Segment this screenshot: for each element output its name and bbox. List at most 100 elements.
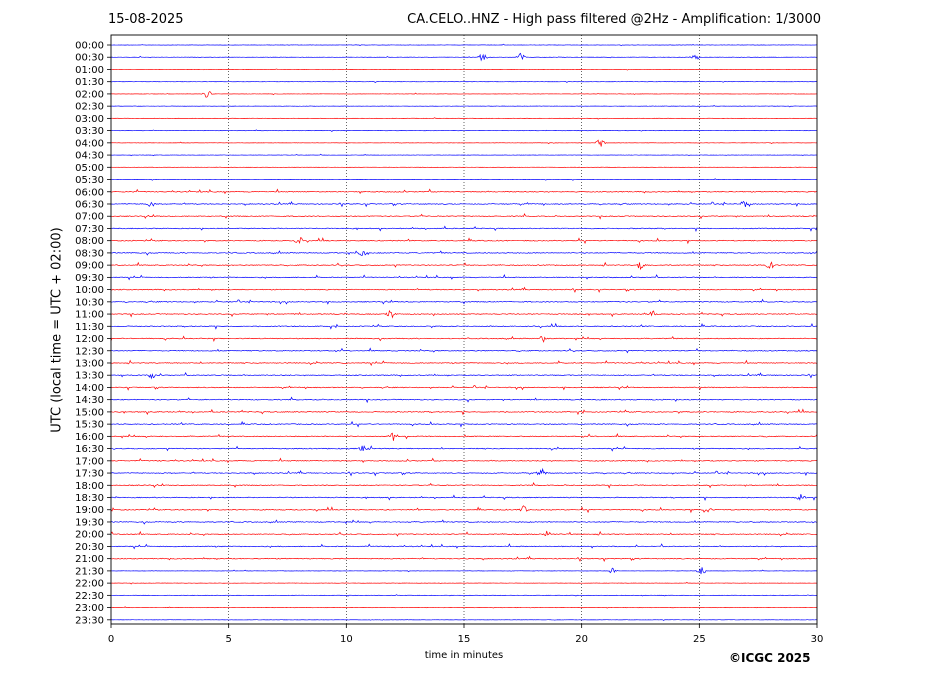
trace-22:30 xyxy=(110,594,818,597)
x-tick-label-15: 15 xyxy=(458,634,471,645)
y-tick-label-19:30: 19:30 xyxy=(75,517,104,528)
trace-23:30 xyxy=(110,619,818,621)
trace-01:00 xyxy=(110,68,818,71)
trace-15:00 xyxy=(110,408,818,416)
y-tick-label-22:00: 22:00 xyxy=(75,579,104,590)
y-tick-label-19:00: 19:00 xyxy=(75,505,104,516)
trace-13:00 xyxy=(110,359,818,366)
trace-06:00 xyxy=(110,188,818,195)
trace-04:30 xyxy=(110,153,818,157)
trace-20:00 xyxy=(110,530,818,537)
trace-02:00 xyxy=(110,90,818,98)
y-tick-label-22:30: 22:30 xyxy=(75,591,104,602)
trace-10:00 xyxy=(110,286,818,293)
trace-16:30 xyxy=(110,445,818,452)
trace-17:00 xyxy=(110,457,818,464)
y-tick-label-13:30: 13:30 xyxy=(75,371,104,382)
y-tick-label-08:30: 08:30 xyxy=(75,248,104,259)
chart-title: CA.CELO..HNZ - High pass filtered @2Hz -… xyxy=(407,12,821,27)
y-tick-label-18:00: 18:00 xyxy=(75,481,104,492)
y-tick-label-10:30: 10:30 xyxy=(75,297,104,308)
x-axis-label: time in minutes xyxy=(424,650,504,661)
copyright-notice: ©ICGC 2025 xyxy=(729,651,811,665)
trace-07:30 xyxy=(110,225,818,232)
trace-03:30 xyxy=(110,129,818,132)
y-tick-label-09:00: 09:00 xyxy=(75,261,104,272)
trace-07:00 xyxy=(110,212,818,220)
y-tick-label-02:30: 02:30 xyxy=(75,102,104,113)
x-tick-label-10: 10 xyxy=(340,634,353,645)
y-tick-label-08:00: 08:00 xyxy=(75,236,104,247)
trace-12:30 xyxy=(110,347,818,354)
y-tick-label-12:30: 12:30 xyxy=(75,346,104,357)
trace-00:00 xyxy=(111,43,818,47)
y-tick-label-15:30: 15:30 xyxy=(75,420,104,431)
y-tick-label-07:30: 07:30 xyxy=(75,224,104,235)
trace-00:30 xyxy=(110,52,818,62)
trace-11:30 xyxy=(110,322,818,330)
trace-18:30 xyxy=(110,494,818,502)
y-tick-label-06:00: 06:00 xyxy=(75,187,104,198)
y-tick-label-02:00: 02:00 xyxy=(75,89,104,100)
y-tick-label-21:30: 21:30 xyxy=(75,566,104,577)
y-tick-label-11:00: 11:00 xyxy=(75,310,104,321)
y-tick-label-00:30: 00:30 xyxy=(75,53,104,64)
y-tick-label-23:00: 23:00 xyxy=(75,603,104,614)
x-tick-label-25: 25 xyxy=(693,634,706,645)
trace-08:30 xyxy=(110,250,818,257)
y-tick-label-03:30: 03:30 xyxy=(75,126,104,137)
trace-02:30 xyxy=(110,104,818,108)
trace-21:30 xyxy=(110,567,818,575)
trace-14:00 xyxy=(110,385,818,391)
trace-10:30 xyxy=(110,298,818,305)
chart-date: 15-08-2025 xyxy=(108,12,184,27)
y-tick-label-13:00: 13:00 xyxy=(75,358,104,369)
x-tick-label-5: 5 xyxy=(225,634,231,645)
y-tick-label-20:30: 20:30 xyxy=(75,542,104,553)
y-tick-label-04:00: 04:00 xyxy=(75,138,104,149)
y-tick-label-09:30: 09:30 xyxy=(75,273,104,284)
trace-05:30 xyxy=(110,178,818,181)
trace-14:30 xyxy=(110,396,818,404)
y-tick-label-05:00: 05:00 xyxy=(75,163,104,174)
trace-19:00 xyxy=(110,505,818,514)
x-tick-label-0: 0 xyxy=(108,634,114,645)
y-tick-label-03:00: 03:00 xyxy=(75,114,104,125)
trace-13:30 xyxy=(110,371,818,380)
y-tick-label-07:00: 07:00 xyxy=(75,212,104,223)
trace-05:00 xyxy=(110,166,818,168)
trace-19:30 xyxy=(110,519,818,525)
trace-08:00 xyxy=(110,237,818,245)
trace-20:30 xyxy=(110,543,818,550)
y-tick-label-12:00: 12:00 xyxy=(75,334,104,345)
trace-22:00 xyxy=(110,581,818,585)
y-tick-label-10:00: 10:00 xyxy=(75,285,104,296)
trace-06:30 xyxy=(110,200,818,208)
y-tick-label-16:00: 16:00 xyxy=(75,432,104,443)
trace-16:00 xyxy=(110,432,818,441)
y-tick-label-14:00: 14:00 xyxy=(75,383,104,394)
y-tick-label-04:30: 04:30 xyxy=(75,151,104,162)
trace-12:00 xyxy=(110,335,818,343)
y-tick-label-17:30: 17:30 xyxy=(75,469,104,480)
trace-01:30 xyxy=(110,80,818,83)
y-tick-label-06:30: 06:30 xyxy=(75,199,104,210)
y-tick-label-15:00: 15:00 xyxy=(75,407,104,418)
trace-15:30 xyxy=(110,420,818,428)
y-tick-label-17:00: 17:00 xyxy=(75,456,104,467)
trace-09:00 xyxy=(110,261,818,271)
y-tick-label-16:30: 16:30 xyxy=(75,444,104,455)
y-tick-label-05:30: 05:30 xyxy=(75,175,104,186)
y-tick-label-23:30: 23:30 xyxy=(75,615,104,626)
trace-04:00 xyxy=(110,139,818,147)
y-tick-label-20:00: 20:00 xyxy=(75,530,104,541)
trace-21:00 xyxy=(110,555,818,562)
y-tick-label-00:00: 00:00 xyxy=(75,41,104,52)
trace-11:00 xyxy=(110,309,818,319)
trace-18:00 xyxy=(110,482,818,489)
y-tick-label-01:00: 01:00 xyxy=(75,65,104,76)
y-tick-label-01:30: 01:30 xyxy=(75,77,104,88)
y-tick-label-18:30: 18:30 xyxy=(75,493,104,504)
y-tick-label-14:30: 14:30 xyxy=(75,395,104,406)
